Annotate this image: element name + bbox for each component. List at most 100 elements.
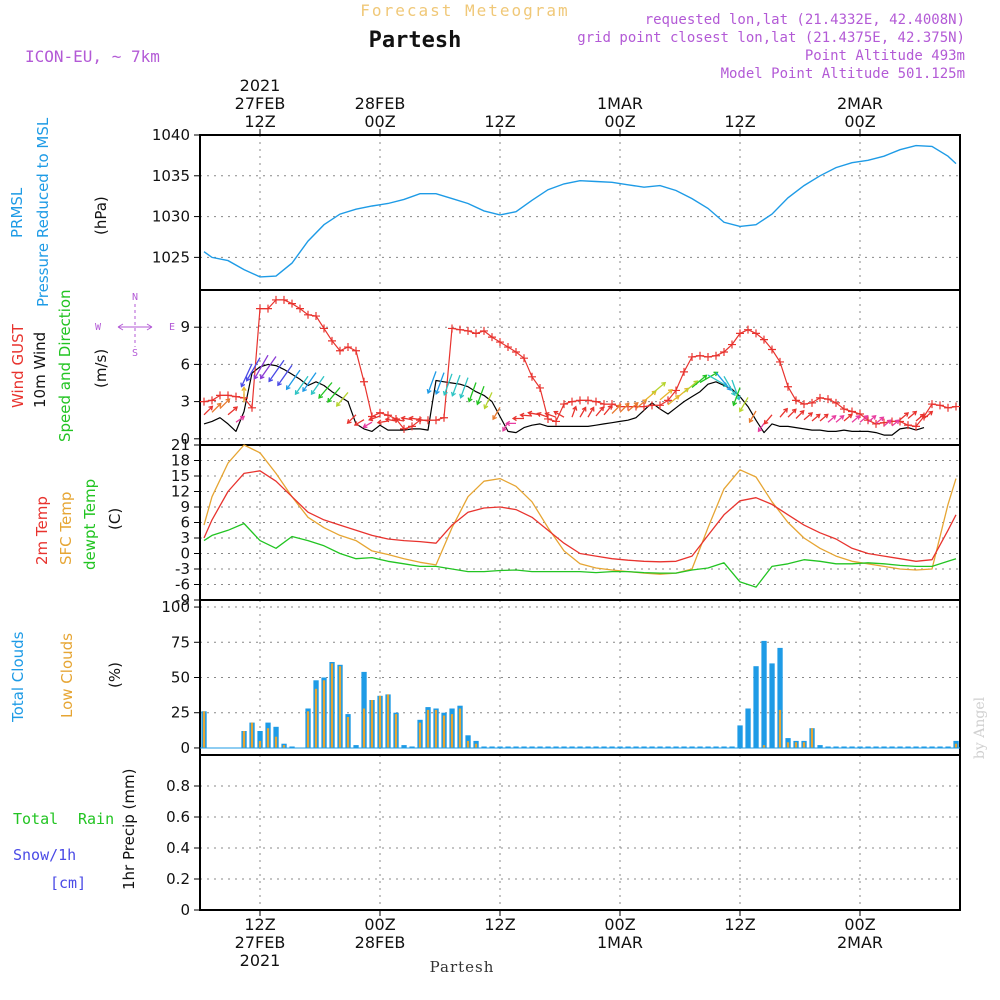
wind-gust-point	[744, 325, 752, 334]
total-cloud-bar	[617, 746, 623, 748]
wind-arrow-icon	[241, 386, 247, 403]
wind-gust-point	[488, 333, 496, 342]
wind-gust-point	[280, 295, 288, 304]
wind-unit: (m/s)	[92, 349, 110, 388]
low-cloud-bar	[346, 717, 350, 748]
time-label-bottom: 28FEB	[355, 933, 406, 952]
total-cloud-bar	[537, 746, 543, 748]
credit-watermark: by Angel	[972, 696, 988, 759]
wind-gust-point	[648, 401, 656, 410]
y-tick-label: 1030	[152, 208, 190, 226]
wind-arrow-icon	[219, 398, 231, 410]
wind-arrow-icon	[819, 413, 829, 422]
wind-arrow-icon	[835, 415, 845, 423]
precip-snow-label: Snow/1h	[13, 846, 76, 864]
wind-gust-point	[768, 345, 776, 354]
wind-gust-point	[272, 295, 280, 304]
y-tick-label: 0.6	[166, 808, 190, 826]
wind-arrow-icon	[346, 414, 357, 424]
low-cloud-bar	[778, 709, 782, 748]
total-cloud-bar	[817, 745, 823, 748]
total-cloud-bar	[673, 746, 679, 748]
wind-gust-point	[536, 383, 544, 392]
wind-arrow-icon	[611, 404, 622, 414]
low-cloud-bar	[258, 740, 262, 748]
wind-gust-point	[256, 304, 264, 313]
y-tick-label: 0	[180, 901, 190, 919]
y-tick-label: 0	[180, 545, 190, 563]
total-clouds-label: Total Clouds	[9, 631, 27, 723]
y-tick-label: 0.8	[166, 777, 190, 795]
low-cloud-bar	[370, 700, 374, 748]
time-label-top: 2MAR	[837, 94, 883, 113]
low-cloud-bar	[250, 722, 254, 748]
low-cloud-bar	[418, 722, 422, 748]
wind-gust-point	[728, 340, 736, 349]
requested-coords: requested lon,lat (21.4332E, 42.4008N)	[645, 12, 965, 28]
y-tick-label: 1040	[152, 126, 190, 144]
total-cloud-bar	[577, 746, 583, 748]
wind-gust-point	[944, 403, 952, 412]
total-cloud-bar	[905, 746, 911, 748]
time-label-bottom: 00Z	[844, 915, 875, 934]
wind-gust-point	[296, 304, 304, 313]
low-cloud-bar	[810, 728, 814, 748]
wind-gust-point	[248, 403, 256, 412]
wind-arrow-icon	[211, 402, 222, 413]
wind-gust-point	[336, 346, 344, 355]
wind-gust-point	[560, 400, 568, 409]
wind-direction-arrows	[203, 354, 934, 433]
total-cloud-bar	[505, 746, 511, 748]
point-altitude: Point Altitude 493m	[805, 48, 965, 64]
wind-arrow-icon	[285, 369, 301, 391]
wind-arrow-icon	[240, 363, 253, 388]
wind-arrow-icon	[459, 377, 469, 399]
compass-w: W	[95, 322, 102, 333]
wind-gust-point	[840, 405, 848, 414]
wind-gust-point	[352, 346, 360, 355]
total-cloud-bar	[649, 746, 655, 748]
wind-arrow-icon	[827, 415, 837, 423]
total-cloud-bar	[929, 746, 935, 748]
wind-arrow-icon	[400, 415, 413, 422]
total-cloud-bar	[881, 746, 887, 748]
wind-arrow-icon	[492, 406, 501, 421]
wind-arrow-icon	[795, 409, 805, 419]
wind-gust-point	[800, 400, 808, 409]
time-label-bottom: 00Z	[604, 915, 635, 934]
wind-arrow-icon	[277, 364, 293, 387]
wind-gust-point	[696, 351, 704, 360]
total-cloud-bar	[745, 708, 751, 748]
wind-gust-point	[440, 413, 448, 422]
temp-sfc-line	[203, 444, 957, 575]
time-label-bottom: 12Z	[244, 915, 275, 934]
wind-arrow-icon	[779, 407, 788, 418]
low-cloud-bar	[274, 736, 278, 748]
low-cloud-bar	[762, 745, 766, 748]
total-cloud-bar	[897, 746, 903, 748]
wind-gust-point	[720, 348, 728, 356]
low-cloud-bar	[394, 714, 398, 748]
total-cloud-bar	[841, 746, 847, 748]
total-cloud-bar	[657, 746, 663, 748]
low-cloud-bar	[954, 743, 958, 748]
total-cloud-bar	[721, 746, 727, 748]
wind-arrow-icon	[651, 381, 667, 395]
temp-2m-label: 2m Temp	[33, 496, 51, 565]
wind-arrow-icon	[732, 387, 741, 407]
total-cloud-bar	[561, 746, 567, 748]
wind-arrow-icon	[883, 419, 892, 427]
compass-n: N	[132, 292, 138, 303]
wind-gust-point	[872, 419, 880, 428]
wind-gust-point	[784, 382, 792, 391]
temp-sfc-label: SFC Temp	[57, 492, 75, 565]
time-label-bottom: 2MAR	[837, 933, 883, 952]
wind-arrow-icon	[227, 406, 239, 416]
wind-arrow-icon	[699, 371, 719, 384]
total-cloud-bar	[481, 746, 487, 748]
low-cloud-bar	[338, 666, 342, 748]
wind-gust-point	[656, 401, 664, 410]
total-cloud-bar	[553, 746, 559, 748]
wind-arrow-icon	[851, 415, 861, 423]
total-cloud-bar	[913, 746, 919, 748]
